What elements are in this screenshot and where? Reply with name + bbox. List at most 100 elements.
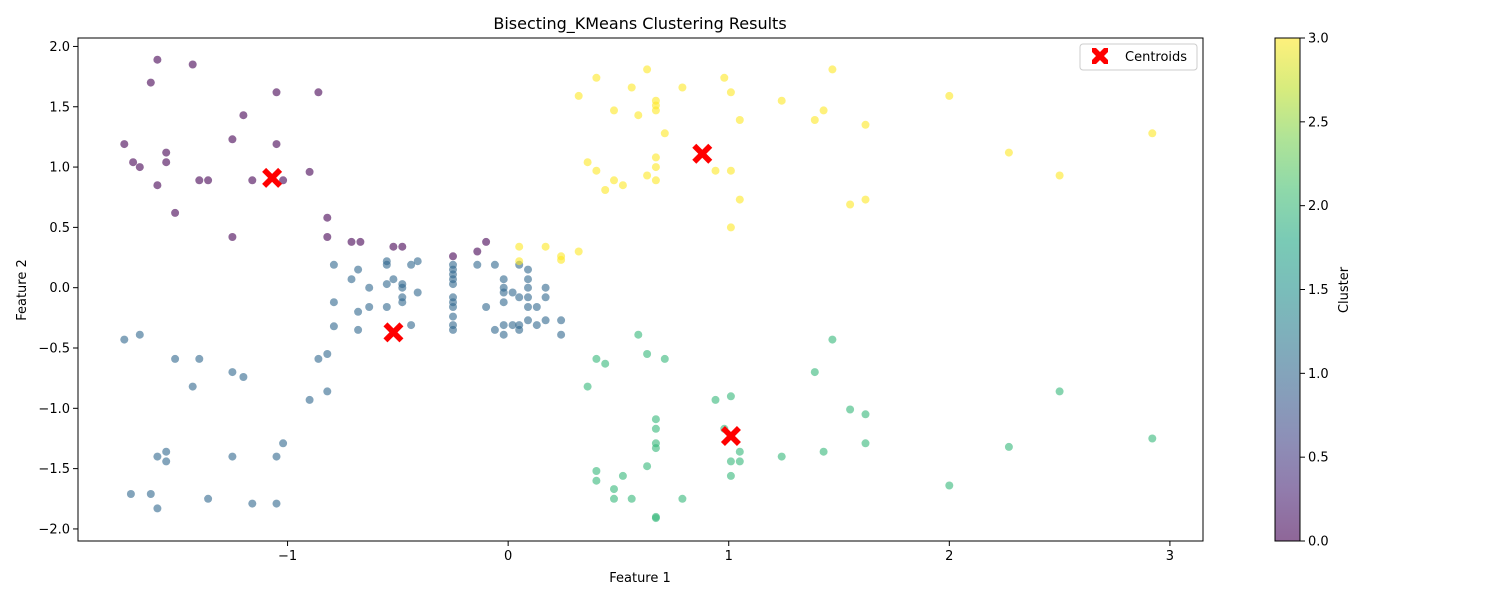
data-point-cluster-0 [323,233,332,241]
data-point-cluster-1 [365,283,374,292]
data-point-cluster-1 [162,457,171,466]
data-point-cluster-1 [532,321,541,330]
data-point-cluster-1 [499,330,508,339]
data-point-cluster-2 [828,335,837,344]
data-point-cluster-2 [651,424,660,433]
data-point-cluster-1 [398,298,407,307]
data-point-cluster-0 [314,88,323,97]
data-point-cluster-2 [945,481,954,490]
data-point-cluster-2 [726,392,735,401]
data-point-cluster-0 [272,140,281,149]
data-point-cluster-3 [610,106,618,115]
data-point-cluster-3 [618,181,627,190]
x-tick-label: 2 [945,549,953,564]
data-point-cluster-1 [382,303,391,311]
data-point-cluster-1 [329,322,338,331]
data-point-cluster-2 [651,444,660,453]
data-point-cluster-3 [610,176,618,185]
colorbar-tick-label: 1.5 [1308,283,1329,298]
centroid-marker [262,167,283,188]
data-point-cluster-1 [305,395,314,404]
data-point-cluster-0 [482,237,491,246]
data-point-cluster-0 [228,135,237,144]
data-point-cluster-3 [592,166,601,175]
legend-centroids-label: Centroids [1125,50,1187,65]
data-point-cluster-1 [407,321,416,330]
data-point-cluster-0 [473,247,482,256]
data-point-cluster-1 [329,260,338,269]
data-point-cluster-2 [861,439,870,448]
y-tick-label: −0.5 [38,342,70,357]
data-point-cluster-3 [726,88,735,97]
data-point-cluster-3 [651,163,660,172]
data-point-cluster-1 [524,265,532,274]
colorbar-tick-label: 3.0 [1308,32,1329,47]
data-point-cluster-1 [524,283,532,292]
data-point-cluster-1 [490,260,499,269]
data-point-cluster-3 [678,83,687,92]
data-point-cluster-1 [490,325,499,334]
data-point-cluster-3 [711,166,720,175]
data-point-cluster-3 [592,73,601,82]
colorbar [1275,38,1300,541]
data-point-cluster-1 [204,494,213,503]
data-point-cluster-3 [726,223,735,232]
y-tick-label: 0.5 [49,221,70,236]
legend: Centroids [1079,43,1198,71]
y-tick-label: −2.0 [38,522,70,537]
data-point-cluster-1 [508,288,517,297]
x-tick-label: 0 [504,549,512,564]
data-point-cluster-1 [171,354,180,363]
data-point-cluster-3 [541,242,550,251]
data-point-cluster-0 [239,111,248,120]
data-point-cluster-2 [726,471,735,480]
x-tick-label: 3 [1166,549,1174,564]
data-point-cluster-2 [1148,434,1157,443]
data-point-cluster-1 [162,447,171,456]
data-point-cluster-3 [557,255,566,264]
chart-title: Bisecting_KMeans Clustering Results [493,14,786,34]
y-tick-label: 1.0 [49,161,70,176]
data-point-cluster-1 [499,321,508,330]
data-point-cluster-2 [810,368,819,377]
data-point-cluster-1 [499,298,508,307]
y-tick-label: −1.5 [38,462,70,477]
data-point-cluster-1 [354,325,363,334]
y-tick-label: 0.0 [49,281,70,296]
y-axis: −2.0 −1.5 −1.0 −0.5 0.0 0.5 1.0 1.5 2.0 [38,40,78,537]
data-point-cluster-1 [541,283,550,292]
legend-centroid-marker [1092,48,1108,64]
data-point-cluster-0 [195,176,204,185]
x-tick-label: 1 [725,549,733,564]
colorbar-tick-label: 2.0 [1308,199,1329,214]
data-point-cluster-3 [643,171,652,180]
data-point-cluster-2 [726,457,735,466]
data-point-cluster-2 [643,350,652,358]
data-point-cluster-1 [449,280,457,289]
centroid-marker [383,322,404,343]
colorbar-label: Cluster [1337,266,1352,313]
data-point-cluster-1 [228,368,237,377]
colorbar-tick-label: 2.5 [1308,115,1329,130]
data-point-cluster-1 [541,316,550,325]
data-point-cluster-2 [643,462,652,471]
data-point-cluster-3 [720,73,729,82]
data-point-cluster-1 [413,288,422,297]
data-point-cluster-1 [532,303,541,311]
data-point-cluster-1 [153,452,162,461]
data-point-cluster-0 [188,60,197,69]
data-point-cluster-0 [153,55,162,64]
data-point-cluster-1 [482,303,491,311]
data-point-cluster-3 [1148,129,1157,138]
data-point-cluster-0 [279,176,288,185]
data-point-cluster-3 [515,257,524,266]
data-point-cluster-3 [651,153,660,162]
data-point-cluster-0 [248,176,257,185]
data-point-cluster-1 [323,350,332,358]
x-axis: −1 0 1 2 3 [278,541,1174,564]
data-point-cluster-2 [592,467,601,475]
data-point-cluster-3 [651,106,660,115]
x-tick-label: −1 [278,549,297,564]
data-point-cluster-3 [515,242,524,251]
data-point-cluster-2 [634,330,643,339]
